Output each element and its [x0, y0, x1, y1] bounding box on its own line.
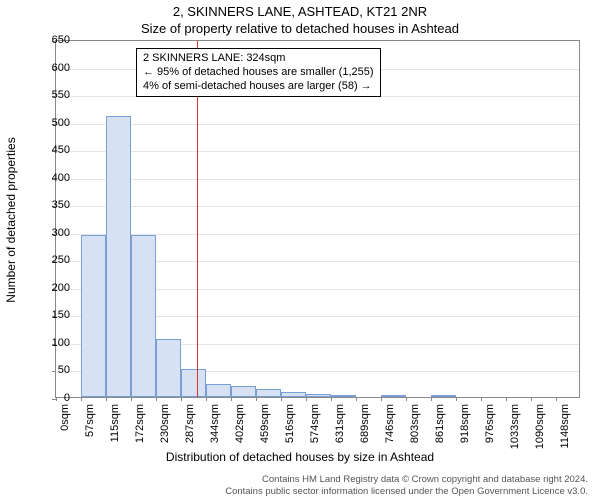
histogram-bar: [231, 386, 256, 397]
gridline: [56, 124, 579, 125]
xtick-mark: [256, 397, 257, 401]
xtick-label: 1090sqm: [534, 404, 546, 449]
ytick-label: 500: [30, 117, 70, 129]
histogram-bar: [81, 235, 106, 397]
xtick-label: 230sqm: [159, 404, 171, 443]
ytick-label: 400: [30, 172, 70, 184]
xtick-mark: [531, 397, 532, 401]
annotation-line: 2 SKINNERS LANE: 324sqm: [143, 52, 374, 66]
gridline: [56, 179, 579, 180]
footer-line-2: Contains public sector information licen…: [225, 486, 588, 498]
xtick-label: 172sqm: [134, 404, 146, 443]
xtick-mark: [106, 397, 107, 401]
chart-supertitle: 2, SKINNERS LANE, ASHTEAD, KT21 2NR: [0, 4, 600, 19]
xtick-mark: [456, 397, 457, 401]
ytick-label: 650: [30, 34, 70, 46]
xtick-mark: [431, 397, 432, 401]
chart-title: Size of property relative to detached ho…: [0, 21, 600, 36]
histogram-bar: [181, 369, 206, 397]
ytick-label: 250: [30, 254, 70, 266]
y-axis-label: Number of detached properties: [4, 137, 18, 302]
xtick-label: 746sqm: [384, 404, 396, 443]
xtick-mark: [131, 397, 132, 401]
xtick-mark: [156, 397, 157, 401]
xtick-mark: [206, 397, 207, 401]
footer-attribution: Contains HM Land Registry data © Crown c…: [225, 474, 588, 498]
xtick-label: 516sqm: [284, 404, 296, 443]
ytick-label: 450: [30, 144, 70, 156]
plot-area: 2 SKINNERS LANE: 324sqm← 95% of detached…: [55, 40, 580, 398]
xtick-label: 0sqm: [59, 404, 71, 431]
gridline: [56, 151, 579, 152]
xtick-label: 1033sqm: [509, 404, 521, 449]
histogram-bar: [281, 392, 306, 398]
ytick-label: 550: [30, 89, 70, 101]
xtick-label: 402sqm: [234, 404, 246, 443]
xtick-mark: [506, 397, 507, 401]
histogram-bar: [381, 395, 406, 397]
chart-container: 2, SKINNERS LANE, ASHTEAD, KT21 2NR Size…: [0, 0, 600, 500]
ytick-label: 600: [30, 62, 70, 74]
xtick-label: 574sqm: [309, 404, 321, 443]
xtick-label: 115sqm: [109, 404, 121, 442]
xtick-mark: [306, 397, 307, 401]
xtick-mark: [281, 397, 282, 401]
ytick-label: 150: [30, 309, 70, 321]
xtick-mark: [181, 397, 182, 401]
ytick-label: 200: [30, 282, 70, 294]
annotation-box: 2 SKINNERS LANE: 324sqm← 95% of detached…: [136, 48, 381, 97]
ytick-label: 100: [30, 337, 70, 349]
xtick-mark: [231, 397, 232, 401]
xtick-label: 1148sqm: [559, 404, 571, 448]
xtick-mark: [481, 397, 482, 401]
xtick-mark: [81, 397, 82, 401]
ytick-label: 300: [30, 227, 70, 239]
x-axis-label: Distribution of detached houses by size …: [0, 450, 600, 464]
footer-line-1: Contains HM Land Registry data © Crown c…: [225, 474, 588, 486]
xtick-label: 689sqm: [359, 404, 371, 443]
xtick-label: 459sqm: [259, 404, 271, 443]
gridline: [56, 206, 579, 207]
xtick-label: 57sqm: [84, 404, 96, 437]
histogram-bar: [156, 339, 181, 397]
ytick-label: 0: [30, 392, 70, 404]
histogram-bar: [331, 395, 356, 397]
xtick-mark: [331, 397, 332, 401]
histogram-bar: [131, 235, 156, 397]
histogram-bar: [431, 395, 456, 397]
xtick-label: 631sqm: [334, 404, 346, 443]
annotation-line: 4% of semi-detached houses are larger (5…: [143, 80, 374, 94]
xtick-mark: [556, 397, 557, 401]
xtick-label: 344sqm: [209, 404, 221, 443]
xtick-label: 976sqm: [484, 404, 496, 443]
histogram-bar: [206, 384, 231, 397]
xtick-label: 287sqm: [184, 404, 196, 443]
xtick-mark: [356, 397, 357, 401]
ytick-label: 350: [30, 199, 70, 211]
histogram-bar: [306, 394, 331, 397]
xtick-label: 803sqm: [409, 404, 421, 443]
histogram-bar: [106, 116, 131, 397]
annotation-line: ← 95% of detached houses are smaller (1,…: [143, 66, 374, 80]
xtick-label: 918sqm: [459, 404, 471, 443]
histogram-bar: [256, 389, 281, 397]
xtick-mark: [406, 397, 407, 401]
xtick-mark: [381, 397, 382, 401]
ytick-label: 50: [30, 364, 70, 376]
xtick-label: 861sqm: [434, 404, 446, 443]
